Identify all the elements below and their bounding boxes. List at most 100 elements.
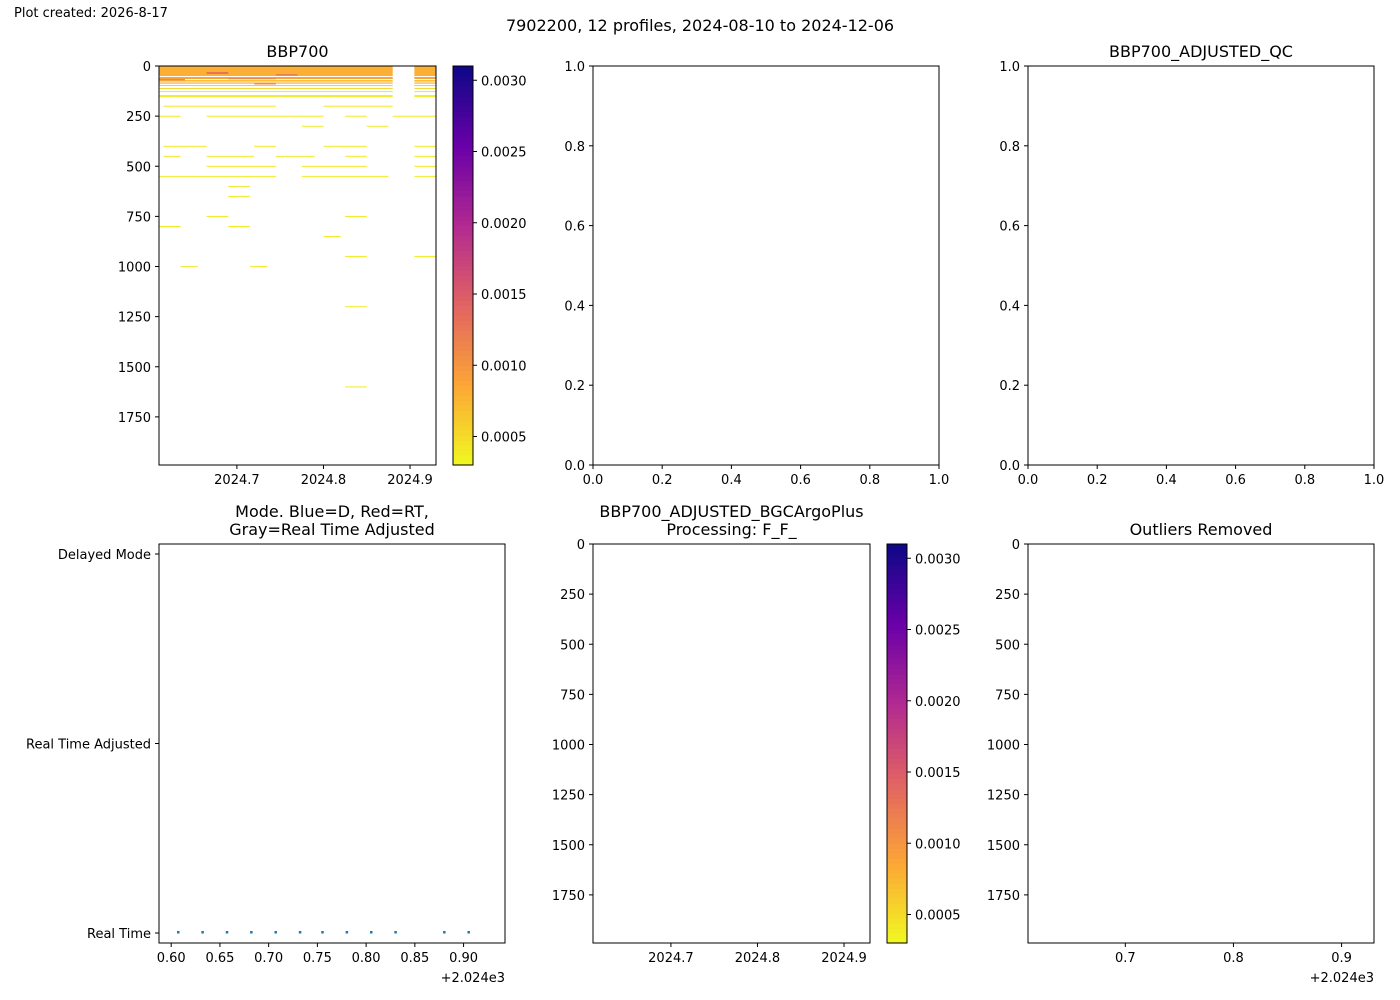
x-tick-label: 0.90 [449,951,478,966]
data-point [345,931,349,934]
heatmap-cell [159,79,185,81]
colorbar-step [453,66,473,72]
colorbar-step [453,135,473,142]
colorbar-step [887,643,907,650]
heatmap-cell [206,115,324,117]
colorbar-step [887,808,907,814]
colorbar-step [887,873,907,879]
axes-title: Outliers Removed [1130,520,1273,539]
colorbar-step [453,245,473,252]
axes-frame [592,543,871,944]
x-tick-label: 2024.7 [648,951,694,966]
x-tick-label: 2024.9 [821,951,867,966]
colorbar-step [887,623,907,630]
colorbar-step [887,728,907,735]
colorbar-step [887,798,907,804]
colorbar-step [453,410,473,416]
axes-frame [1027,65,1375,466]
data-point [443,931,446,934]
x-tick-label: 0.0 [1018,473,1039,488]
heatmap-cell [180,266,198,268]
colorbar-step [887,833,907,839]
y-tick-label: Real Time [87,927,151,942]
y-tick-label: 1750 [552,889,585,904]
plot-area [593,66,939,465]
x-tick-label: 0.6 [1225,473,1246,488]
plot-area [159,66,436,465]
colorbar-step [453,190,473,197]
x-tick-label: 0.4 [721,473,742,488]
y-tick-label: 0.8 [999,140,1020,155]
plot-area [159,544,505,943]
y-tick-label: Real Time Adjusted [26,738,151,753]
colorbar-step [453,330,473,336]
colorbar-step [887,558,907,565]
colorbar-step [887,903,907,909]
colorbar-step [887,738,907,745]
colorbar-step [453,215,473,222]
heatmap-cell [414,155,436,157]
x-tick-label: 1.0 [929,473,950,488]
colorbar-step [887,588,907,595]
heatmap-cell [206,165,276,167]
colorbar-step [453,425,473,431]
y-tick-label: 1.0 [564,60,585,75]
colorbar-step [453,415,473,421]
colorbar-step [887,823,907,829]
colorbar-step [453,430,473,436]
heatmap-cell [163,105,276,107]
x-tick-label: 0.60 [157,951,186,966]
axes-title-line: Processing: F_F_ [666,520,797,540]
colorbar-step [453,280,473,287]
colorbar-tick-label: 0.0015 [481,288,527,303]
colorbar-frame [452,65,474,466]
heatmap-cell [228,78,276,80]
colorbar-step [887,753,907,760]
x-offset-label: +2.024e3 [1310,971,1374,986]
colorbar-tick-label: 0.0005 [481,431,527,446]
colorbar-step [453,150,473,157]
colorbar-step [887,793,907,799]
colorbar-step [887,544,907,550]
heatmap-cell [301,175,389,177]
colorbar-step [453,85,473,92]
y-tick-label: 0 [1012,538,1020,553]
colorbar-tick-label: 0.0015 [915,766,961,781]
colorbar-step [887,878,907,884]
colorbar-step [453,290,473,297]
heatmap-cell [254,83,276,85]
colorbar-step [887,673,907,680]
colorbar-step [887,898,907,904]
x-tick-label: 0.7 [1115,951,1136,966]
heatmap-cell [206,72,229,75]
colorbar-step [887,628,907,635]
colorbar-step [887,838,907,844]
colorbar-step [453,235,473,242]
y-tick-label: 1500 [552,839,585,854]
colorbar-step [887,893,907,899]
colorbar-step [453,375,473,381]
y-tick-label: 750 [560,688,585,703]
x-tick-label: 0.2 [652,473,673,488]
y-tick-label: 750 [995,688,1020,703]
axes-bbp700-adjusted-bgcargoplus: 2024.7 2024.8 2024.9 0 250 500 750 1000 1250 1500… [552,502,961,966]
plot-area [1028,544,1374,943]
y-tick-label: 750 [126,210,151,225]
plot-area [1028,66,1374,465]
axes-frame [592,65,940,466]
heatmap-cell [159,226,181,228]
colorbar-step [453,145,473,152]
colorbar-step [453,225,473,232]
x-tick-label: 0.6 [790,473,811,488]
axes-frame [158,65,437,466]
data-point [201,931,204,934]
heatmap-cell [414,165,436,167]
heatmap-cell [345,256,367,258]
heatmap-cell [301,125,324,127]
colorbar-step [887,678,907,685]
colorbar-step [453,265,473,272]
colorbar-step [887,783,907,789]
axes-bbp700-adjusted-qc: 0.0 0.2 0.4 0.6 0.8 1.0 0.0 0.2 0.4 0.6 0.8 1.0 BBP7… [999,42,1384,488]
heatmap-cell [275,155,315,157]
colorbar-step [453,200,473,207]
